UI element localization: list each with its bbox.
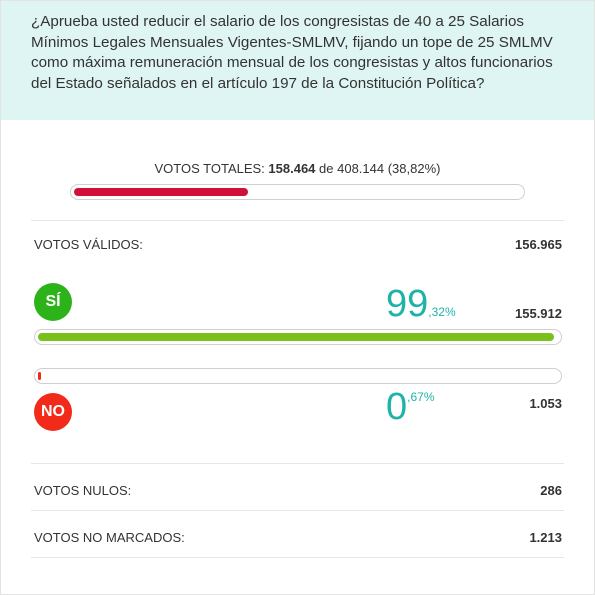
yes-votes-value: 155.912	[515, 306, 562, 321]
total-votes-progress-fill	[74, 188, 248, 196]
no-percentage: 0,67%	[386, 388, 435, 426]
no-percentage-integer: 0	[386, 386, 408, 428]
no-percentage-decimal: ,67%	[407, 390, 435, 404]
yes-progress-fill	[38, 333, 554, 341]
valid-votes-label: VOTOS VÁLIDOS:	[34, 237, 143, 252]
total-votes-of: de	[315, 161, 338, 176]
yes-badge: SÍ	[34, 283, 72, 321]
unmarked-votes-label: VOTOS NO MARCADOS:	[34, 530, 185, 545]
divider	[31, 463, 564, 464]
total-votes-potential: 408.144	[337, 161, 385, 176]
question-text: ¿Aprueba usted reducir el salario de los…	[1, 1, 594, 120]
total-votes-count: 158.464	[268, 161, 316, 176]
divider	[31, 557, 564, 558]
no-votes-value: 1.053	[529, 396, 562, 411]
yes-progress-bar	[34, 329, 562, 345]
unmarked-votes-value: 1.213	[529, 530, 562, 545]
valid-votes-value: 156.965	[515, 237, 562, 252]
null-votes-label: VOTOS NULOS:	[34, 483, 132, 498]
no-progress-bar	[34, 368, 562, 384]
yes-percentage-decimal: ,32%	[428, 305, 456, 319]
total-votes-percent: (38,82%)	[384, 161, 441, 176]
null-votes-value: 286	[540, 483, 562, 498]
no-progress-fill	[38, 372, 41, 380]
no-badge: NO	[34, 393, 72, 431]
total-votes-line: VOTOS TOTALES: 158.464 de 408.144 (38,82…	[1, 161, 594, 176]
divider	[31, 510, 564, 511]
yes-percentage: 99,32%	[386, 285, 456, 323]
total-votes-progress-bar	[70, 184, 525, 200]
total-votes-label: VOTOS TOTALES:	[154, 161, 269, 176]
divider	[31, 220, 564, 221]
yes-percentage-integer: 99	[386, 283, 429, 325]
